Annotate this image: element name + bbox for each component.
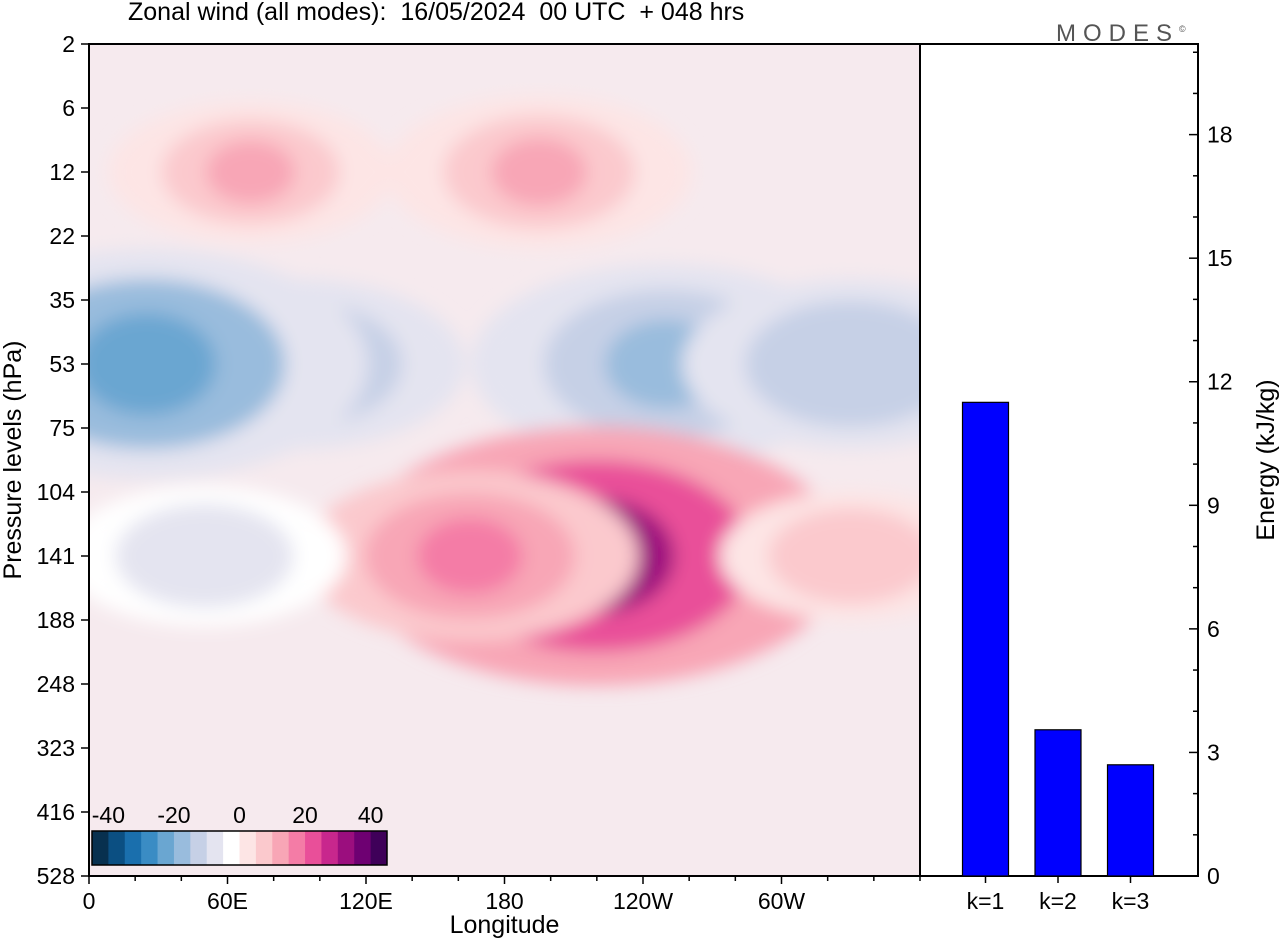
wind-field-core bbox=[809, 527, 892, 585]
colorbar-swatch bbox=[124, 831, 142, 865]
wind-field-core bbox=[798, 326, 904, 402]
wind-field-core bbox=[491, 138, 587, 206]
bar-y-tick-label: 12 bbox=[1207, 369, 1233, 395]
y-tick-label: 2 bbox=[62, 31, 75, 57]
colorbar-label: -40 bbox=[92, 802, 125, 828]
colorbar-swatch bbox=[223, 831, 240, 865]
y-tick-label: 35 bbox=[49, 287, 75, 313]
colorbar-swatch bbox=[108, 831, 126, 865]
colorbar-swatch bbox=[321, 831, 339, 865]
y-tick-label: 141 bbox=[37, 543, 75, 569]
y-tick-label: 53 bbox=[49, 351, 75, 377]
colorbar-swatch bbox=[157, 831, 175, 865]
colorbar: -40 -20 0 20 40 bbox=[91, 802, 388, 866]
x-tick-label: 180 bbox=[485, 888, 523, 914]
x-tick-label: 120E bbox=[339, 888, 393, 914]
bar-y-tick-label: 0 bbox=[1207, 863, 1220, 889]
bar-y-tick-label: 6 bbox=[1207, 616, 1220, 642]
wind-field-core bbox=[206, 140, 296, 204]
x-axis-label: Longitude bbox=[450, 911, 560, 939]
x-tick-label: 0 bbox=[83, 888, 96, 914]
colorbar-swatch bbox=[255, 831, 273, 865]
energy-bar-plot: k=1 k=2 k=3 0 3 6 9 12 15 18 Energy (kJ/kg) bbox=[919, 43, 1280, 914]
y-tick-label: 248 bbox=[37, 671, 75, 697]
bar-y-axis-label: Energy (kJ/kg) bbox=[1252, 379, 1280, 540]
bar-y-tick-label: 9 bbox=[1207, 492, 1220, 518]
colorbar-label: 40 bbox=[358, 802, 384, 828]
colorbar-swatch bbox=[92, 831, 109, 865]
colorbar-label: 0 bbox=[233, 802, 246, 828]
colorbar-swatch bbox=[305, 831, 322, 865]
y-axis-label: Pressure levels (hPa) bbox=[0, 341, 27, 580]
y-tick-label: 12 bbox=[49, 159, 75, 185]
bar-y-tick-label: 18 bbox=[1207, 122, 1233, 148]
wind-field-core bbox=[89, 313, 216, 415]
wind-field-core bbox=[417, 518, 523, 594]
logo-text: MODES bbox=[1056, 20, 1180, 47]
bar-category-label: k=1 bbox=[967, 888, 1005, 914]
colorbar-swatch bbox=[354, 831, 372, 865]
y-tick-label: 528 bbox=[37, 863, 75, 889]
colorbar-swatch bbox=[190, 831, 208, 865]
colorbar-label: -20 bbox=[157, 802, 190, 828]
colorbar-swatch bbox=[288, 831, 306, 865]
bar-category-label: k=3 bbox=[1112, 888, 1150, 914]
colorbar-swatch bbox=[239, 831, 257, 865]
colorbar-swatch bbox=[173, 831, 191, 865]
x-tick-label: 60E bbox=[207, 888, 248, 914]
colorbar-swatch bbox=[370, 831, 388, 865]
energy-bar bbox=[1034, 729, 1082, 877]
y-tick-label: 416 bbox=[37, 799, 75, 825]
wind-field-core bbox=[159, 524, 249, 588]
energy-bar bbox=[1106, 764, 1155, 877]
chart-title: Zonal wind (all modes): 16/05/2024 00 UT… bbox=[128, 0, 745, 26]
bar-category-label: k=2 bbox=[1039, 888, 1077, 914]
bar-y-tick-label: 3 bbox=[1207, 739, 1220, 765]
heatmap-blobs bbox=[89, 95, 920, 686]
energy-bar bbox=[961, 401, 1010, 877]
x-tick-label: 60W bbox=[758, 888, 806, 914]
y-tick-label: 323 bbox=[37, 735, 75, 761]
modes-logo: MODES© bbox=[1056, 20, 1186, 48]
y-tick-label: 104 bbox=[37, 479, 76, 505]
y-tick-label: 6 bbox=[62, 95, 75, 121]
colorbar-swatch bbox=[141, 831, 159, 865]
x-tick-label: 120W bbox=[613, 888, 673, 914]
colorbar-label: 20 bbox=[292, 802, 318, 828]
colorbar-frame bbox=[91, 830, 388, 866]
colorbar-swatch bbox=[337, 831, 355, 865]
heatmap-axes: 2 6 12 22 35 53 75 104 141 188 248 323 416 528 0 60E 120… bbox=[0, 31, 921, 939]
heatmap-field bbox=[89, 44, 920, 876]
y-tick-label: 188 bbox=[37, 607, 75, 633]
logo-mark: © bbox=[1179, 24, 1186, 34]
y-tick-label: 22 bbox=[49, 223, 75, 249]
heatmap-plot bbox=[88, 43, 921, 877]
colorbar-swatch bbox=[272, 831, 290, 865]
y-tick-label: 75 bbox=[49, 415, 75, 441]
colorbar-swatch bbox=[206, 831, 224, 865]
bar-y-tick-label: 15 bbox=[1207, 245, 1233, 271]
